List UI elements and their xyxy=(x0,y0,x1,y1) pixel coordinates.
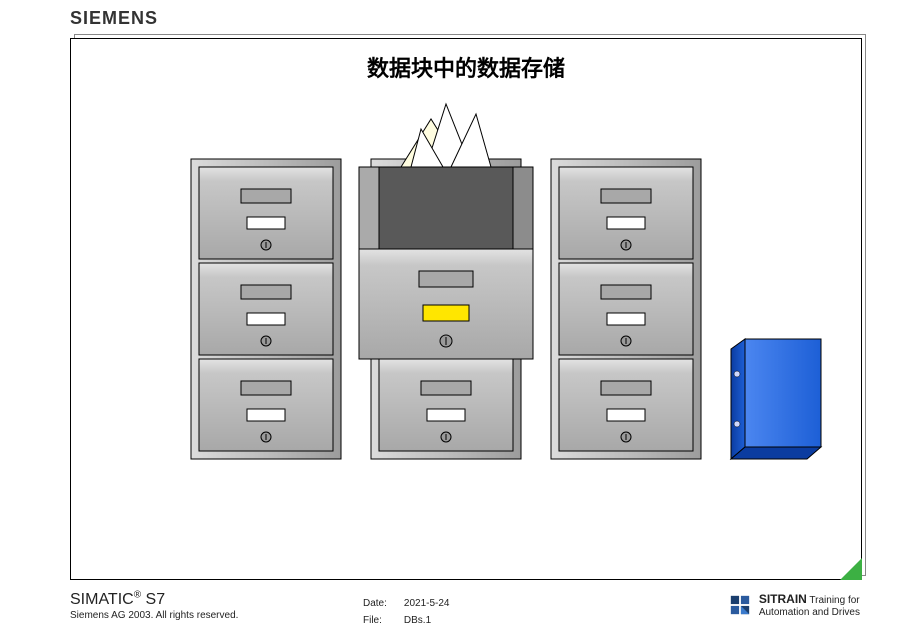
product-name: SIMATIC® S7 xyxy=(70,591,165,608)
brand-logo-text: SIEMENS xyxy=(70,8,158,29)
sitrain-brand: SITRAIN xyxy=(759,592,807,606)
corner-fold-icon xyxy=(840,558,862,580)
cabinet-1 xyxy=(191,159,341,459)
binder-icon xyxy=(731,339,821,459)
cabinet-3 xyxy=(551,159,701,459)
slide-frame: 数据块中的数据存储 xyxy=(70,38,862,580)
date-label: Date: xyxy=(362,596,401,611)
cabinet-2 xyxy=(359,104,533,459)
papers-icon xyxy=(401,104,491,167)
date-value: 2021-5-24 xyxy=(403,596,451,611)
cabinet-1-drawer-2 xyxy=(199,263,333,355)
file-value: DBs.1 xyxy=(403,613,451,628)
cabinet-3-drawer-2 xyxy=(559,263,693,355)
cabinet-1-drawer-3 xyxy=(199,359,333,451)
slide-illustration xyxy=(71,39,861,579)
footer-left: SIMATIC® S7 Siemens AG 2003. All rights … xyxy=(70,590,238,621)
cabinet-3-drawer-1 xyxy=(559,167,693,259)
cabinet-3-drawer-3 xyxy=(559,359,693,451)
footer-meta: Date:2021-5-24 File:DBs.1 xyxy=(360,594,453,630)
sitrain-line2: Automation and Drives xyxy=(759,607,860,618)
file-label: File: xyxy=(362,613,401,628)
footer-right: SITRAIN Training for Automation and Driv… xyxy=(729,592,860,618)
copyright-text: Siemens AG 2003. All rights reserved. xyxy=(70,610,238,621)
sitrain-line1: Training for xyxy=(807,595,860,606)
sitrain-logo-icon xyxy=(729,594,751,616)
cabinet-1-drawer-1 xyxy=(199,167,333,259)
cabinet-2-drawer-2 xyxy=(379,359,513,451)
